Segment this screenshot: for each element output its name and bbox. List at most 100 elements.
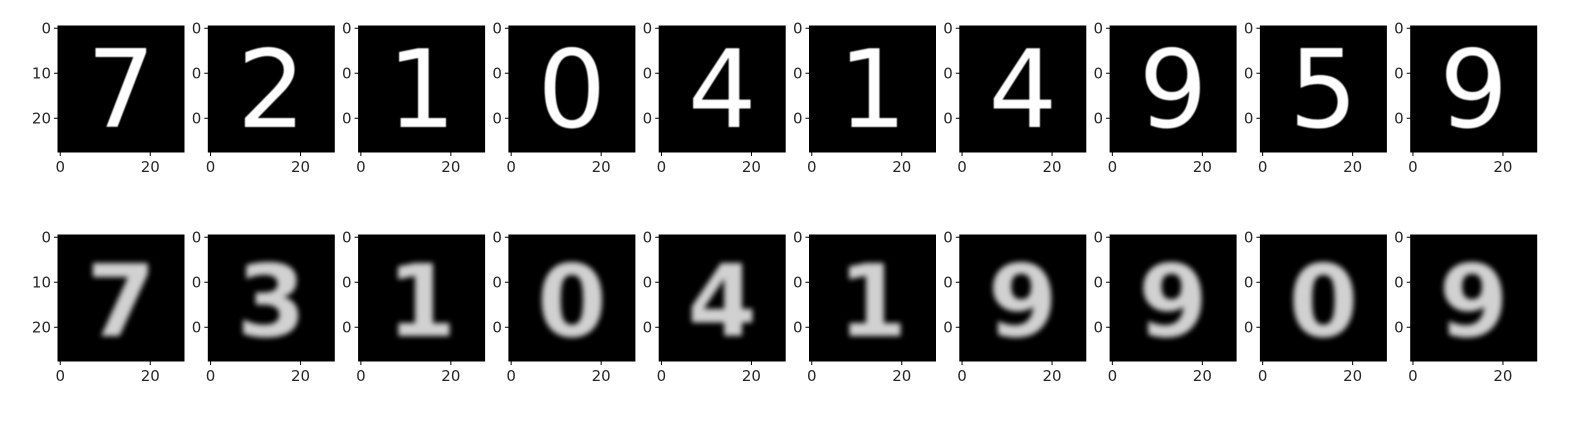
- y-tick-label: 0: [1094, 318, 1104, 336]
- image-background: [1410, 26, 1537, 152]
- digit-panel-bottom-3: 1 0 0 0 0 20: [342, 228, 486, 385]
- digit-glyph: 1: [387, 243, 457, 360]
- image-background: [508, 235, 635, 361]
- y-tick-label: 0: [943, 109, 953, 127]
- y-tick-label: 0: [342, 273, 352, 291]
- digit-glyph: 1: [838, 243, 908, 360]
- y-tick-label: 0: [1394, 273, 1404, 291]
- y-tick-label: 0: [492, 228, 502, 246]
- y-tick-label: 0: [1094, 273, 1104, 291]
- digit-glyph: 4: [988, 28, 1057, 153]
- y-tick-label: 0: [943, 318, 953, 336]
- digit-panel-bottom-6: 1 0 0 0 0 20: [793, 228, 936, 385]
- x-tick-label: 0: [55, 367, 65, 385]
- axes-frame: [508, 234, 636, 362]
- y-tick-label: 0: [943, 19, 953, 37]
- digit-glyph: 4: [687, 243, 757, 360]
- image-background: [659, 235, 786, 361]
- image-background: [959, 235, 1086, 361]
- digit-glyph: 9: [1139, 28, 1208, 153]
- y-tick-label: 0: [192, 273, 202, 291]
- y-tick-label: 0: [342, 228, 352, 246]
- digit-panel-bottom-5: 4 0 0 0 0 20: [643, 228, 786, 385]
- axes-frame: [508, 25, 636, 153]
- y-tick-label: 0: [41, 228, 51, 246]
- y-tick-label: 0: [943, 228, 953, 246]
- y-tick-label: 0: [1244, 19, 1254, 37]
- axes-frame: [358, 234, 486, 362]
- y-tick-label: 0: [943, 273, 953, 291]
- x-tick-label: 20: [1493, 158, 1512, 176]
- image-background: [1260, 26, 1387, 152]
- x-tick-label: 20: [1343, 158, 1362, 176]
- y-tick-label: 0: [1244, 318, 1254, 336]
- digit-panel-top-9: 5 0 0 0 0 20: [1244, 19, 1387, 176]
- image-background: [1110, 26, 1237, 152]
- y-tick-label: 0: [342, 64, 352, 82]
- y-tick-label: 0: [793, 109, 803, 127]
- y-tick-label: 0: [793, 273, 803, 291]
- digit-glyph: 2: [237, 28, 306, 153]
- y-tick-label: 0: [643, 64, 653, 82]
- x-tick-label: 0: [506, 158, 516, 176]
- x-tick-label: 20: [1193, 367, 1212, 385]
- digit-panel-top-6: 1 0 0 0 0 20: [793, 19, 936, 176]
- x-tick-label: 20: [1193, 158, 1212, 176]
- y-tick-label: 0: [793, 228, 803, 246]
- x-tick-label: 20: [892, 367, 911, 385]
- axes-frame: [57, 234, 185, 362]
- y-tick-label: 0: [192, 228, 202, 246]
- y-tick-label: 0: [192, 19, 202, 37]
- y-tick-label: 0: [342, 19, 352, 37]
- x-tick-label: 20: [1343, 367, 1362, 385]
- y-tick-label: 0: [41, 19, 51, 37]
- y-tick-label: 0: [643, 228, 653, 246]
- digit-panel-bottom-4: 0 0 0 0 0 20: [492, 228, 636, 385]
- y-tick-label: 0: [492, 19, 502, 37]
- axes-frame: [1259, 25, 1387, 153]
- y-tick-label: 10: [32, 273, 51, 291]
- axes-frame: [1109, 25, 1237, 153]
- digit-glyph: 7: [86, 243, 156, 360]
- digit-panel-top-4: 0 0 0 0 0 20: [492, 19, 636, 176]
- x-tick-label: 0: [657, 158, 667, 176]
- digit-glyph: 4: [688, 28, 757, 153]
- image-background: [1260, 235, 1387, 361]
- x-tick-label: 20: [742, 158, 761, 176]
- y-tick-label: 0: [192, 64, 202, 82]
- axes-frame: [207, 234, 335, 362]
- image-background: [1410, 235, 1537, 361]
- digit-panel-bottom-10: 9 0 0 0 0 20: [1394, 228, 1538, 385]
- digit-glyph: 0: [1289, 243, 1359, 360]
- y-tick-label: 0: [1244, 228, 1254, 246]
- y-tick-label: 0: [943, 64, 953, 82]
- y-tick-label: 0: [793, 64, 803, 82]
- y-tick-label: 0: [1394, 109, 1404, 127]
- digit-panel-top-7: 4 0 0 0 0 20: [943, 19, 1087, 176]
- image-background: [959, 26, 1086, 152]
- y-tick-label: 0: [1094, 19, 1104, 37]
- x-tick-label: 0: [957, 158, 967, 176]
- x-tick-label: 0: [356, 367, 366, 385]
- digit-panel-top-10: 9 0 0 0 0 20: [1394, 19, 1538, 176]
- x-tick-label: 20: [1493, 367, 1512, 385]
- x-tick-label: 0: [206, 367, 216, 385]
- y-tick-label: 0: [1394, 64, 1404, 82]
- y-tick-label: 0: [1094, 109, 1104, 127]
- axes-frame: [809, 25, 936, 153]
- x-tick-label: 0: [206, 158, 216, 176]
- digit-glyph: 5: [1289, 28, 1358, 153]
- y-tick-label: 0: [793, 19, 803, 37]
- digit-panel-bottom-1: 7 0 10 20 0 20: [32, 228, 185, 385]
- image-background: [358, 26, 485, 152]
- axes-frame: [658, 25, 786, 153]
- axes-frame: [959, 234, 1087, 362]
- image-background: [208, 235, 335, 361]
- x-tick-label: 20: [1043, 367, 1062, 385]
- x-tick-label: 0: [506, 367, 516, 385]
- y-tick-label: 0: [793, 318, 803, 336]
- y-tick-label: 0: [1394, 19, 1404, 37]
- y-tick-label: 0: [192, 318, 202, 336]
- digit-panel-top-8: 9 0 0 0 0 20: [1094, 19, 1237, 176]
